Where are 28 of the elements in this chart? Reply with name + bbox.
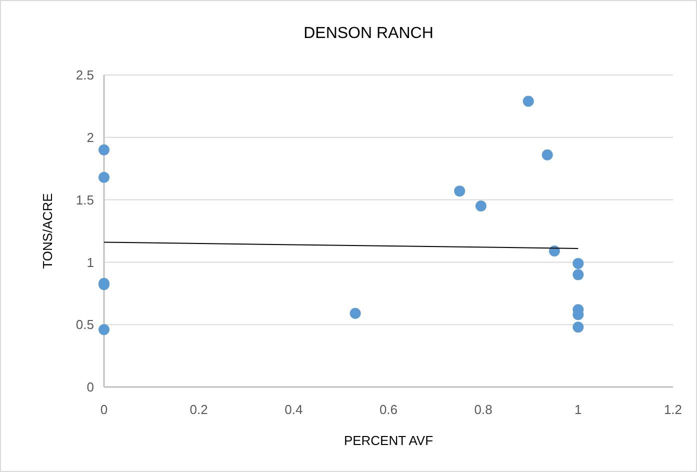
y-tick-label: 1 [86,254,94,270]
point [572,258,584,269]
point [98,324,110,336]
y-tick-label: 2 [86,130,94,145]
x-tick-label: 0.2 [190,402,208,417]
chart-title: DENSON RANCH [304,25,434,42]
x-tick-label: 0.8 [474,402,492,417]
point [98,144,110,156]
x-axis-title: PERCENT AVF [344,433,434,448]
y-tick-label: 2.5 [76,68,94,83]
x-tick-label: 0 [100,402,108,417]
y-tick-label: 0.5 [76,317,94,332]
y-tick-label: 1.5 [76,192,94,208]
point [98,172,110,183]
point [572,269,584,280]
x-tick-label: 1 [574,402,582,417]
point [454,186,466,197]
point [475,200,486,212]
point [548,245,560,256]
point [542,149,553,160]
x-tick-label: 1.2 [664,402,682,417]
x-tick-label: 0.4 [284,402,303,417]
y-tick-label: 0 [86,380,94,395]
point [522,96,534,107]
y-axis-title: TONS/ACRE [40,192,55,269]
point [350,308,361,319]
x-tick-label: 0.6 [379,402,398,417]
point [572,322,584,333]
